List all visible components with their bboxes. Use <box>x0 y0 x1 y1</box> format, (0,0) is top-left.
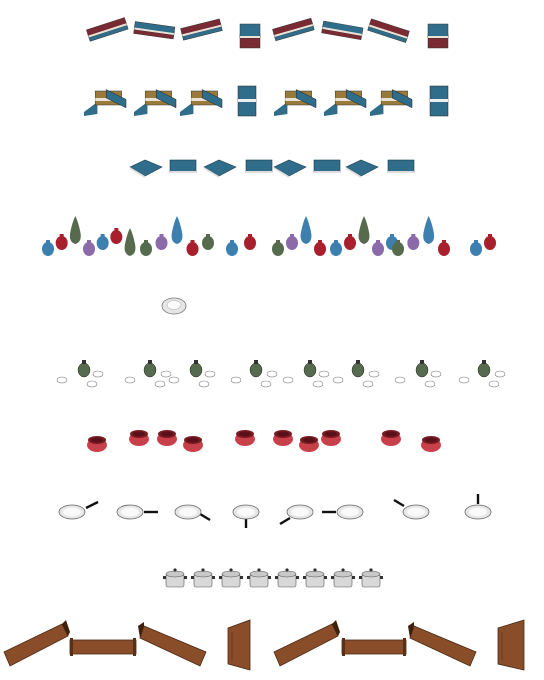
red-bowl-pairs-row <box>0 424 544 460</box>
flat-book-sprite <box>312 158 342 178</box>
frying-pans-row <box>0 494 544 528</box>
pot-sprite <box>246 566 272 590</box>
pot-sprite <box>274 566 300 590</box>
bowl-sprite <box>86 432 108 454</box>
books-flat-blue-row <box>0 156 544 182</box>
book-stack-sprite <box>178 84 226 118</box>
pot-sprite <box>162 566 188 590</box>
teapot-set-sprite <box>122 356 172 390</box>
bowl-sprite <box>272 426 294 448</box>
bowl-sprite <box>298 432 320 454</box>
flat-book-sprite <box>168 158 198 178</box>
vase-cluster-sprite <box>330 212 404 262</box>
pot-sprite <box>218 566 244 590</box>
tray-sprite <box>138 618 212 672</box>
book-stack-sprite <box>132 84 180 118</box>
vase-cluster-sprite <box>140 212 220 262</box>
plate-single-row <box>0 294 544 318</box>
book-sprite <box>180 18 226 48</box>
book-sprite <box>366 18 412 48</box>
book-stack-sprite <box>428 84 450 120</box>
book-stacks-red-row <box>0 16 544 52</box>
bowl-sprite <box>182 432 204 454</box>
teapot-set-sprite <box>166 356 216 390</box>
tray-sprite <box>496 618 530 672</box>
tray-sprite <box>68 618 144 672</box>
vase-cluster-sprite <box>470 212 502 262</box>
tray-sprite <box>340 618 414 672</box>
pot-sprite <box>302 566 328 590</box>
book-stack-sprite <box>272 84 320 118</box>
teapot-set-sprite <box>392 356 442 390</box>
book-sprite <box>426 20 452 60</box>
pan-sprite <box>114 500 158 528</box>
flat-book-sprite <box>202 158 240 180</box>
vase-cluster-sprite <box>392 212 456 262</box>
bowl-sprite <box>234 426 256 448</box>
flat-book-sprite <box>386 158 416 178</box>
flat-book-sprite <box>244 158 274 178</box>
pot-sprite <box>330 566 356 590</box>
cooking-pots-row <box>0 564 544 590</box>
book-stacks-mixed-row <box>0 82 544 122</box>
pot-sprite <box>358 566 384 590</box>
vase-cluster-sprite <box>272 212 332 262</box>
book-sprite <box>132 20 178 48</box>
teapot-set-sprite <box>330 356 380 390</box>
pan-sprite <box>172 500 216 528</box>
plate-sprite <box>160 296 188 316</box>
pan-sprite <box>230 500 274 528</box>
teapot-set-sprite <box>280 356 330 390</box>
tray-sprite <box>272 618 344 672</box>
tray-sprite <box>2 618 74 672</box>
wooden-trays-row <box>0 616 544 672</box>
tray-sprite <box>226 618 256 672</box>
book-stack-sprite <box>322 84 370 118</box>
flat-book-sprite <box>272 158 310 180</box>
pan-sprite <box>462 494 506 528</box>
book-stack-sprite <box>82 84 130 118</box>
book-sprite <box>320 20 366 48</box>
teapot-cup-sets-row <box>0 354 544 390</box>
vase-cluster-sprite <box>42 212 142 262</box>
pan-sprite <box>322 500 378 528</box>
pan-sprite <box>56 500 100 528</box>
teapot-set-sprite <box>456 356 506 390</box>
book-stack-sprite <box>368 84 416 118</box>
book-sprite <box>86 17 132 48</box>
book-stack-sprite <box>236 84 258 120</box>
bowl-sprite <box>156 426 178 448</box>
teapot-set-sprite <box>54 356 104 390</box>
vase-clusters-row <box>0 212 544 262</box>
teapot-set-sprite <box>228 356 278 390</box>
flat-book-sprite <box>344 158 382 180</box>
bowl-sprite <box>380 426 402 448</box>
pan-sprite <box>279 500 328 528</box>
pan-sprite <box>393 498 444 528</box>
book-sprite <box>272 17 318 48</box>
bowl-sprite <box>420 432 442 454</box>
bowl-sprite <box>320 426 342 448</box>
bowl-sprite <box>128 426 150 448</box>
pot-sprite <box>190 566 216 590</box>
vase-cluster-sprite <box>226 212 262 262</box>
flat-book-sprite <box>128 158 166 180</box>
tray-sprite <box>408 618 482 672</box>
book-sprite <box>238 20 264 60</box>
